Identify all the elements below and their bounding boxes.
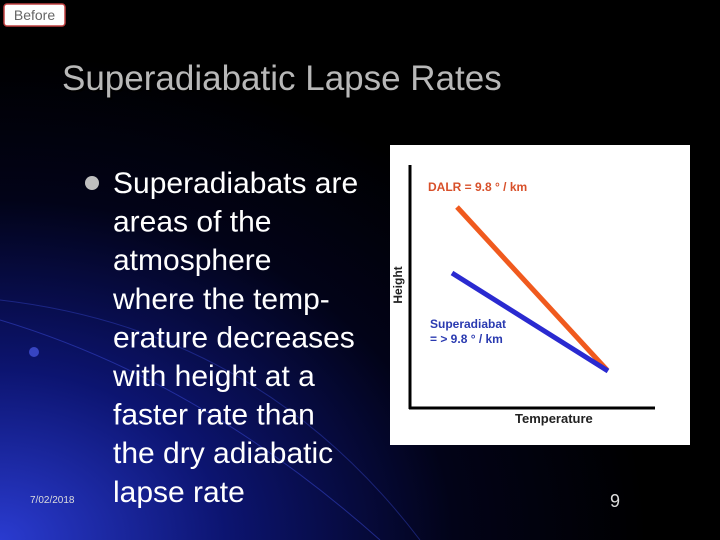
dalr-label: DALR = 9.8 ° / km xyxy=(428,180,527,194)
superadiabat-label: Superadiabat xyxy=(430,317,506,331)
bullet-line: the dry adiabatic xyxy=(113,437,333,470)
decor-dot xyxy=(29,347,39,357)
superadiabat-label: = > 9.8 ° / km xyxy=(430,332,503,346)
badge-box xyxy=(3,3,66,27)
decor-arc xyxy=(0,319,381,540)
title: Superadiabatic Lapse Rates xyxy=(62,59,502,98)
badge: Before xyxy=(14,7,55,23)
bullet-line: erature decreases xyxy=(113,321,355,354)
bullet-dot xyxy=(85,176,99,190)
page-number: 9 xyxy=(610,491,620,511)
bullet-line: where the temp- xyxy=(112,283,330,316)
dalr-line xyxy=(455,205,609,372)
bullet-line: faster rate than xyxy=(113,399,315,432)
bullet-line: with height at a xyxy=(112,360,315,393)
footer-date: 7/02/2018 xyxy=(30,495,75,506)
title-shadow: Superadiabatic Lapse Rates xyxy=(64,61,504,100)
superadiabat-line xyxy=(450,270,610,374)
y-axis-label: Height xyxy=(391,266,405,303)
decor-arc xyxy=(0,299,421,540)
bullet-text: Superadiabats are areas of the atmosphere w… xyxy=(112,167,358,509)
x-axis-label: Temperature xyxy=(515,411,593,426)
bullet-line: areas of the xyxy=(113,206,271,239)
bullet-line: lapse rate xyxy=(113,476,245,509)
bullet-line: atmosphere xyxy=(113,244,271,277)
bullet-line: Superadiabats are xyxy=(113,167,358,200)
